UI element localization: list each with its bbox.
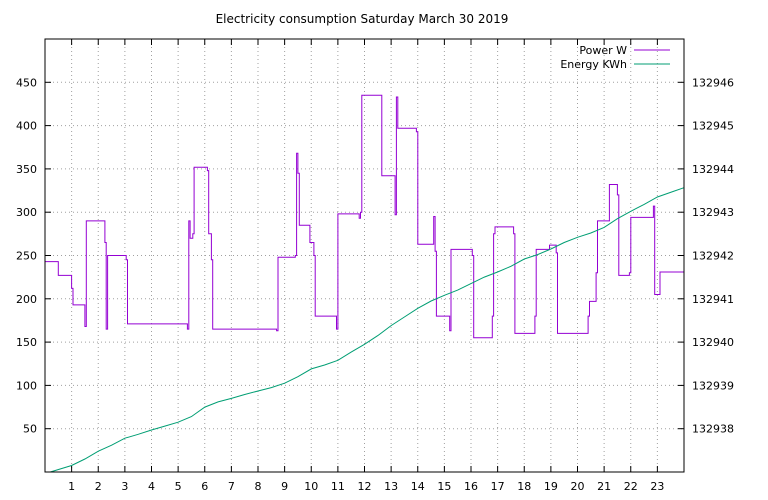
x-tick-label: 22	[624, 480, 638, 493]
y2-tick-label: 132940	[692, 336, 734, 349]
x-tick-label: 17	[491, 480, 505, 493]
y-tick-label: 50	[23, 423, 37, 436]
y2-tick-label: 132942	[692, 250, 734, 263]
y2-tick-label: 132941	[692, 293, 734, 306]
x-tick-label: 13	[384, 480, 398, 493]
y2-tick-label: 132938	[692, 423, 734, 436]
x-tick-label: 15	[437, 480, 451, 493]
energy-series-line	[50, 187, 685, 473]
y-tick-label: 200	[16, 293, 37, 306]
x-tick-label: 18	[517, 480, 531, 493]
y-tick-label: 300	[16, 206, 37, 219]
legend-power-label: Power W	[579, 44, 627, 57]
y-tick-label: 400	[16, 120, 37, 133]
x-tick-label: 23	[650, 480, 664, 493]
y2-tick-label: 132939	[692, 379, 734, 392]
x-tick-label: 14	[411, 480, 425, 493]
x-tick-label: 5	[175, 480, 182, 493]
y-tick-label: 250	[16, 250, 37, 263]
grid	[45, 39, 684, 472]
y-tick-label: 350	[16, 163, 37, 176]
x-tick-label: 21	[597, 480, 611, 493]
legend: Power W Energy KWh	[560, 44, 670, 71]
x-tick-label: 4	[148, 480, 155, 493]
x-tick-label: 12	[358, 480, 372, 493]
x-tick-label: 8	[255, 480, 262, 493]
y2-tick-label: 132944	[692, 163, 734, 176]
y2-tick-label: 132946	[692, 76, 734, 89]
chart-title: Electricity consumption Saturday March 3…	[216, 12, 509, 26]
x-tick-label: 19	[544, 480, 558, 493]
y-tick-label: 150	[16, 336, 37, 349]
x-tick-label: 3	[121, 480, 128, 493]
legend-energy-label: Energy KWh	[560, 58, 627, 71]
x-tick-label: 7	[228, 480, 235, 493]
x-tick-label: 9	[281, 480, 288, 493]
y2-tick-label: 132945	[692, 120, 734, 133]
x-tick-label: 16	[464, 480, 478, 493]
x-tick-label: 6	[201, 480, 208, 493]
x-tick-label: 20	[571, 480, 585, 493]
x-tick-label: 2	[95, 480, 102, 493]
axes: 1 2 3 4 5 6 7 8 9 10 11 12 13 14 15 16 17 18 19 20 21 22 23501…	[16, 39, 734, 493]
plot-area	[45, 94, 685, 473]
x-tick-label: 10	[304, 480, 318, 493]
y2-tick-label: 132943	[692, 206, 734, 219]
y-tick-label: 450	[16, 76, 37, 89]
y-tick-label: 100	[16, 379, 37, 392]
power-series-line	[45, 94, 684, 339]
x-tick-label: 1	[68, 480, 75, 493]
x-tick-label: 11	[331, 480, 345, 493]
